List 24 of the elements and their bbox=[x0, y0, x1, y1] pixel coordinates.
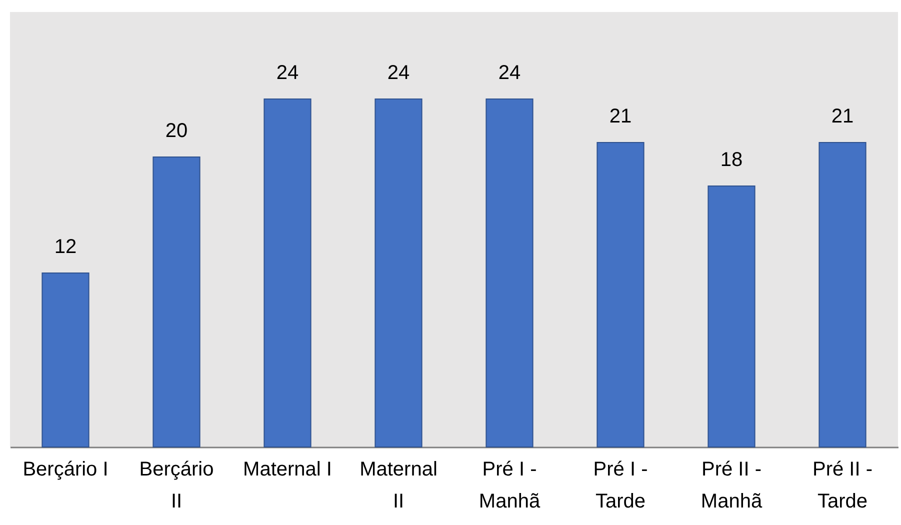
x-tick-label: Maternal II bbox=[360, 458, 438, 512]
x-tick-label: Pré II - Manhã bbox=[700, 458, 763, 512]
bar bbox=[708, 186, 756, 448]
data-label: 20 bbox=[165, 120, 188, 142]
bar bbox=[596, 142, 644, 448]
x-tick-label: Berçário II bbox=[139, 458, 214, 512]
bar bbox=[374, 98, 422, 448]
data-label: 21 bbox=[609, 106, 632, 128]
x-tick-label: Pré II - Tarde bbox=[812, 458, 873, 512]
data-label: 24 bbox=[498, 62, 521, 84]
x-tick-label: Pré I - Manhã bbox=[478, 458, 541, 512]
x-tick-label: Berçário I bbox=[22, 458, 108, 480]
bar bbox=[42, 272, 90, 448]
bar bbox=[818, 142, 866, 448]
data-label: 24 bbox=[276, 62, 299, 84]
bar bbox=[264, 98, 312, 448]
data-label: 18 bbox=[720, 149, 743, 171]
data-label: 12 bbox=[54, 236, 77, 258]
x-tick-label: Maternal I bbox=[243, 458, 332, 480]
data-label: 24 bbox=[387, 62, 410, 84]
bar bbox=[152, 156, 200, 448]
x-tick-label: Pré I - Tarde bbox=[593, 458, 648, 512]
bar bbox=[486, 98, 534, 448]
data-label: 21 bbox=[831, 106, 854, 128]
